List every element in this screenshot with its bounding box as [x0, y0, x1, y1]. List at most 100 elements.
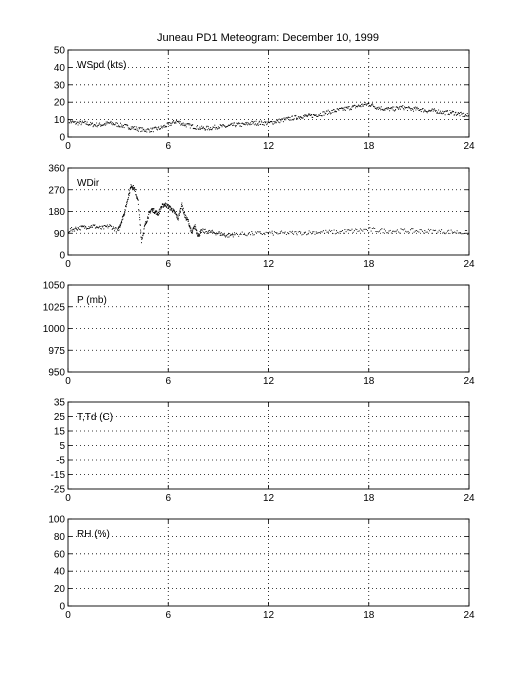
x-tick-label: 18 — [363, 259, 375, 270]
data-point — [131, 186, 133, 188]
x-tick-label: 0 — [65, 610, 71, 621]
data-point — [166, 203, 168, 205]
data-point — [448, 229, 450, 231]
data-point — [141, 130, 143, 132]
panel-label: T,Td (C) — [77, 412, 113, 423]
data-point — [163, 126, 165, 128]
data-point — [73, 228, 75, 230]
data-point — [348, 106, 350, 108]
data-point — [307, 115, 309, 117]
data-point — [427, 110, 429, 112]
data-point — [282, 118, 284, 120]
data-point — [148, 128, 150, 130]
x-tick-label: 12 — [263, 141, 275, 152]
data-point — [418, 109, 421, 111]
x-tick-label: 12 — [263, 610, 275, 621]
data-point — [193, 226, 195, 228]
data-point — [357, 105, 359, 107]
data-point — [202, 228, 204, 230]
data-point — [99, 124, 101, 126]
data-point — [387, 232, 389, 234]
data-point — [148, 129, 150, 131]
data-point — [389, 229, 391, 231]
data-point — [179, 212, 181, 214]
data-point — [162, 203, 164, 205]
data-point — [212, 231, 214, 233]
data-point — [202, 126, 205, 128]
data-point — [368, 103, 370, 105]
data-point — [343, 107, 345, 109]
data-point — [365, 228, 367, 230]
data-point — [217, 126, 219, 128]
data-point — [167, 123, 169, 125]
data-point — [390, 232, 392, 234]
data-point — [230, 123, 233, 125]
data-point — [263, 232, 265, 234]
data-point — [187, 123, 190, 125]
data-point — [407, 107, 409, 109]
data-point — [204, 232, 206, 234]
data-point — [333, 109, 335, 111]
data-point — [241, 231, 243, 233]
data-point — [263, 124, 265, 126]
data-point — [147, 217, 149, 219]
data-point — [111, 228, 113, 231]
data-point — [177, 216, 179, 218]
data-point — [179, 121, 181, 123]
data-point — [69, 228, 71, 230]
data-point — [421, 230, 424, 232]
data-point — [266, 123, 268, 125]
data-point — [136, 129, 138, 132]
data-point — [369, 227, 371, 229]
x-tick-label: 0 — [65, 259, 71, 270]
data-point — [204, 128, 206, 130]
data-point — [77, 227, 79, 229]
data-point — [226, 235, 228, 237]
data-point — [370, 105, 372, 107]
data-point — [279, 122, 281, 124]
data-point — [303, 231, 305, 233]
data-point — [365, 103, 367, 105]
data-point — [364, 104, 366, 106]
data-point — [322, 230, 324, 232]
data-point — [196, 232, 198, 234]
data-point — [227, 236, 229, 238]
data-point — [171, 122, 173, 124]
data-point — [129, 193, 131, 195]
data-point — [425, 231, 427, 233]
data-point — [223, 234, 225, 236]
data-point — [219, 127, 221, 129]
data-point — [299, 116, 301, 118]
data-point — [446, 110, 449, 112]
data-point — [79, 121, 82, 123]
data-point — [227, 125, 229, 127]
x-tick-label: 12 — [263, 259, 275, 270]
data-point — [133, 128, 135, 130]
data-point — [78, 227, 80, 229]
data-point — [162, 206, 164, 208]
data-point — [432, 229, 434, 231]
data-point — [116, 125, 118, 127]
data-point — [224, 125, 226, 127]
data-point — [195, 228, 197, 230]
data-point — [377, 107, 379, 109]
data-point — [436, 111, 438, 113]
data-point — [78, 229, 80, 231]
data-point — [258, 231, 260, 233]
data-point — [128, 194, 130, 196]
data-point — [221, 234, 223, 236]
data-point — [405, 230, 407, 232]
data-point — [262, 124, 264, 126]
y-tick-label: 360 — [48, 164, 65, 175]
data-point — [368, 227, 370, 229]
data-point — [197, 235, 199, 237]
data-point — [118, 225, 120, 227]
data-point — [404, 228, 406, 230]
data-point — [423, 111, 425, 113]
data-point — [112, 226, 114, 228]
data-point — [341, 230, 344, 232]
data-point — [380, 106, 382, 108]
data-point — [280, 120, 282, 122]
data-point — [386, 107, 388, 109]
